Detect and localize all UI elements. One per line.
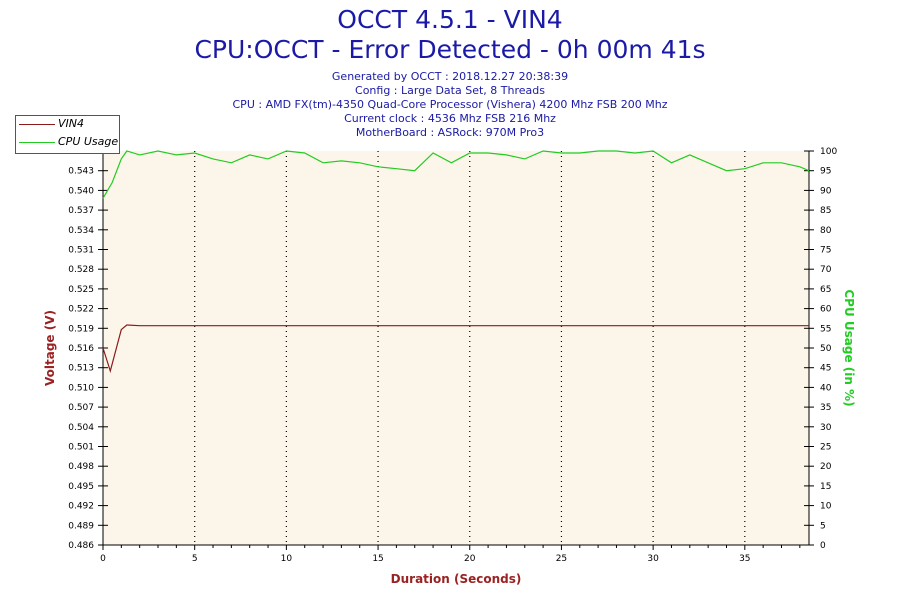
- info-config: Config : Large Data Set, 8 Threads: [355, 84, 545, 97]
- y-tick-label: 0.519: [68, 324, 94, 334]
- y-tick-label: 0.522: [68, 305, 94, 315]
- series-cpu-usage-line: [102, 150, 810, 199]
- info-cpu: CPU : AMD FX(tm)-4350 Quad-Core Processo…: [232, 98, 668, 111]
- y-tick-label: 0.534: [68, 226, 94, 236]
- legend-swatch-vin4: [19, 124, 55, 125]
- info-motherboard: MotherBoard : ASRock: 970M Pro3: [355, 126, 545, 139]
- series-vin4-line: [102, 324, 809, 374]
- y-tick-label: 0.516: [68, 344, 94, 354]
- x-tick-label: 10: [281, 554, 293, 564]
- x-tick-label: 5: [192, 554, 198, 564]
- y2-tick-label: 100: [820, 147, 837, 157]
- legend-item-cpu-usage: CPU Usage: [16, 134, 119, 150]
- info-clock: Current clock : 4536 Mhz FSB 216 Mhz: [344, 112, 556, 125]
- y2-tick-label: 10: [820, 502, 832, 512]
- y-tick-label: 0.525: [68, 285, 94, 295]
- y-tick-label: 0.504: [68, 423, 94, 433]
- x-tick-label: 15: [372, 554, 383, 564]
- x-tick-label: 0: [100, 554, 106, 564]
- x-tick-label: 30: [647, 554, 659, 564]
- y2-tick-label: 55: [820, 324, 831, 334]
- y-tick-label: 0.489: [68, 521, 94, 531]
- y2-tick-label: 40: [820, 383, 832, 393]
- y-tick-label: 0.507: [68, 403, 94, 413]
- y-tick-label: 0.492: [68, 502, 94, 512]
- y-tick-label: 0.543: [68, 167, 94, 177]
- y-axis-label: Voltage (V): [43, 310, 57, 386]
- y2-tick-label: 70: [820, 265, 832, 275]
- y2-tick-label: 35: [820, 403, 831, 413]
- x-tick-label: 35: [739, 554, 750, 564]
- y-tick-label: 0.501: [68, 443, 94, 453]
- info-generated: Generated by OCCT : 2018.12.27 20:38:39: [331, 70, 569, 83]
- y2-tick-label: 65: [820, 285, 831, 295]
- y2-tick-label: 80: [820, 226, 832, 236]
- y2-tick-label: 90: [820, 186, 832, 196]
- legend-swatch-cpu-usage: [19, 142, 55, 143]
- y2-tick-label: 5: [820, 521, 826, 531]
- y-tick-label: 0.486: [68, 541, 94, 551]
- chart-subtitle: CPU:OCCT - Error Detected - 0h 00m 41s: [194, 35, 706, 64]
- legend-item-vin4: VIN4: [16, 116, 119, 132]
- x-tick-label: 20: [464, 554, 476, 564]
- y-tick-label: 0.531: [68, 246, 94, 256]
- legend-label-cpu-usage: CPU Usage: [58, 135, 119, 148]
- y2-tick-label: 0: [820, 541, 826, 551]
- y-tick-label: 0.540: [68, 186, 94, 196]
- y2-tick-label: 85: [820, 206, 831, 216]
- plot-background: [103, 151, 809, 545]
- y2-tick-label: 60: [820, 305, 832, 315]
- y2-tick-label: 30: [820, 423, 832, 433]
- y-tick-label: 0.510: [68, 383, 94, 393]
- y-tick-label: 0.498: [68, 462, 94, 472]
- y2-tick-label: 50: [820, 344, 832, 354]
- y2-tick-label: 15: [820, 482, 831, 492]
- y2-tick-label: 95: [820, 167, 831, 177]
- y-tick-label: 0.537: [68, 206, 94, 216]
- x-axis-label: Duration (Seconds): [391, 572, 522, 586]
- x-tick-label: 25: [556, 554, 567, 564]
- chart-title: OCCT 4.5.1 - VIN4: [337, 5, 563, 34]
- y2-tick-label: 20: [820, 462, 832, 472]
- y-tick-label: 0.528: [68, 265, 94, 275]
- y-tick-label: 0.495: [68, 482, 94, 492]
- y2-tick-label: 75: [820, 246, 831, 256]
- y2-tick-label: 25: [820, 443, 831, 453]
- y2-tick-label: 45: [820, 364, 831, 374]
- y2-axis-label: CPU Usage (in %): [842, 289, 856, 406]
- legend: VIN4 CPU Usage: [15, 115, 120, 154]
- legend-label-vin4: VIN4: [58, 117, 84, 130]
- y-tick-label: 0.513: [68, 364, 94, 374]
